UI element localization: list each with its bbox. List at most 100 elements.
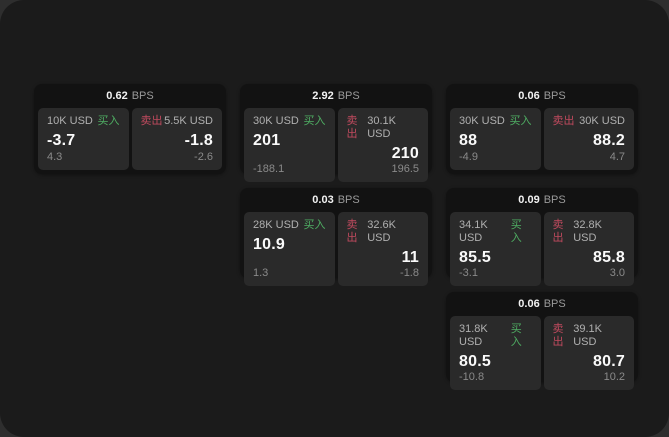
quote-card: 0.09 BPS 34.1K USD 买入 85.5 -3.1 卖出 32.8K… bbox=[446, 188, 638, 286]
buy-value: -3.7 bbox=[47, 132, 76, 149]
buy-amount: 31.8K USD bbox=[459, 323, 488, 348]
buy-amount: 30K USD bbox=[253, 115, 299, 127]
bps-unit: BPS bbox=[337, 194, 360, 206]
bps-header: 2.92 BPS bbox=[240, 84, 432, 108]
quote-cards-grid: 0.62 BPS 10K USD 买入 -3.7 4.3 卖出 5.5K USD bbox=[34, 84, 638, 390]
buy-value: 10.9 bbox=[253, 236, 285, 253]
buy-side-label: 买入 bbox=[510, 219, 522, 244]
buy-value: 88 bbox=[459, 132, 478, 149]
quote-card-body: 34.1K USD 买入 85.5 -3.1 卖出 32.8K USD 85.8… bbox=[446, 212, 638, 290]
buy-pane-top: 28K USD 买入 bbox=[253, 219, 326, 232]
sell-side-label: 卖出 bbox=[346, 115, 358, 140]
buy-pane-top: 31.8K USD 买入 bbox=[459, 323, 532, 349]
sell-side-label: 卖出 bbox=[552, 323, 564, 348]
sell-change: 10.2 bbox=[603, 371, 625, 383]
buy-side-label: 买入 bbox=[97, 115, 120, 127]
quote-card-body: 30K USD 买入 201 -188.1 卖出 30.1K USD 210 1… bbox=[240, 108, 432, 186]
bps-header: 0.06 BPS bbox=[446, 84, 638, 108]
buy-change: -10.8 bbox=[459, 371, 485, 383]
quote-card-body: 31.8K USD 买入 80.5 -10.8 卖出 39.1K USD 80.… bbox=[446, 316, 638, 394]
sell-side-label: 卖出 bbox=[552, 115, 575, 127]
bps-unit: BPS bbox=[543, 298, 566, 310]
buy-pane-top: 30K USD 买入 bbox=[253, 115, 326, 128]
bps-header: 0.09 BPS bbox=[446, 188, 638, 212]
buy-side-label: 买入 bbox=[303, 115, 326, 127]
bps-value: 0.06 bbox=[518, 90, 540, 102]
quote-card: 2.92 BPS 30K USD 买入 201 -188.1 卖出 30.1K … bbox=[240, 84, 432, 182]
sell-pane-top: 卖出 30K USD bbox=[553, 115, 626, 128]
sell-change: -1.8 bbox=[400, 267, 419, 279]
buy-pane-top: 30K USD 买入 bbox=[459, 115, 532, 128]
sell-pane-top: 卖出 5.5K USD bbox=[141, 115, 214, 128]
buy-side-label: 买入 bbox=[303, 219, 326, 231]
buy-change: 4.3 bbox=[47, 151, 63, 163]
sell-amount: 30.1K USD bbox=[367, 115, 396, 140]
sell-value: 88.2 bbox=[593, 132, 625, 149]
sell-amount: 32.6K USD bbox=[367, 219, 396, 244]
sell-pane[interactable]: 卖出 30K USD 88.2 4.7 bbox=[543, 108, 634, 170]
sell-value: 80.7 bbox=[593, 353, 625, 370]
bps-header: 0.03 BPS bbox=[240, 188, 432, 212]
bps-unit: BPS bbox=[131, 90, 154, 102]
buy-value: 80.5 bbox=[459, 353, 491, 370]
sell-pane[interactable]: 卖出 32.6K USD 11 -1.8 bbox=[337, 212, 428, 286]
buy-change: -188.1 bbox=[253, 163, 285, 175]
sell-pane-top: 卖出 39.1K USD bbox=[553, 323, 626, 349]
buy-side-label: 买入 bbox=[510, 323, 522, 348]
sell-value: -1.8 bbox=[184, 132, 213, 149]
quote-card-body: 30K USD 买入 88 -4.9 卖出 30K USD 88.2 4.7 bbox=[446, 108, 638, 174]
sell-amount: 32.8K USD bbox=[573, 219, 602, 244]
buy-amount: 10K USD bbox=[47, 115, 93, 127]
buy-amount: 34.1K USD bbox=[459, 219, 488, 244]
buy-amount: 30K USD bbox=[459, 115, 505, 127]
bps-header: 0.62 BPS bbox=[34, 84, 226, 108]
bps-unit: BPS bbox=[337, 90, 360, 102]
buy-value: 85.5 bbox=[459, 249, 491, 266]
quote-card: 0.62 BPS 10K USD 买入 -3.7 4.3 卖出 5.5K USD bbox=[34, 84, 226, 174]
sell-change: 4.7 bbox=[609, 151, 625, 163]
quote-card-body: 10K USD 买入 -3.7 4.3 卖出 5.5K USD -1.8 -2.… bbox=[34, 108, 226, 174]
bps-unit: BPS bbox=[543, 90, 566, 102]
bps-value: 0.09 bbox=[518, 194, 540, 206]
buy-pane-top: 34.1K USD 买入 bbox=[459, 219, 532, 245]
sell-side-label: 卖出 bbox=[552, 219, 564, 244]
quote-card: 0.06 BPS 31.8K USD 买入 80.5 -10.8 卖出 39.1… bbox=[446, 292, 638, 390]
sell-pane-top: 卖出 32.6K USD bbox=[347, 219, 420, 245]
buy-change: -3.1 bbox=[459, 267, 478, 279]
bps-value: 0.03 bbox=[312, 194, 334, 206]
bps-value: 2.92 bbox=[312, 90, 334, 102]
sell-pane[interactable]: 卖出 5.5K USD -1.8 -2.6 bbox=[131, 108, 222, 170]
buy-pane[interactable]: 10K USD 买入 -3.7 4.3 bbox=[38, 108, 129, 170]
sell-pane[interactable]: 卖出 32.8K USD 85.8 3.0 bbox=[543, 212, 634, 286]
sell-change: -2.6 bbox=[194, 151, 213, 163]
bps-value: 0.06 bbox=[518, 298, 540, 310]
buy-change: -4.9 bbox=[459, 151, 478, 163]
bps-value: 0.62 bbox=[106, 90, 128, 102]
sell-value: 210 bbox=[391, 145, 419, 162]
buy-pane[interactable]: 30K USD 买入 88 -4.9 bbox=[450, 108, 541, 170]
sell-pane[interactable]: 卖出 39.1K USD 80.7 10.2 bbox=[543, 316, 634, 390]
buy-pane[interactable]: 28K USD 买入 10.9 1.3 bbox=[244, 212, 335, 286]
quote-card-body: 28K USD 买入 10.9 1.3 卖出 32.6K USD 11 -1.8 bbox=[240, 212, 432, 290]
quote-card: 0.06 BPS 30K USD 买入 88 -4.9 卖出 30K USD bbox=[446, 84, 638, 174]
sell-pane[interactable]: 卖出 30.1K USD 210 196.5 bbox=[337, 108, 428, 182]
buy-pane[interactable]: 34.1K USD 买入 85.5 -3.1 bbox=[450, 212, 541, 286]
sell-amount: 5.5K USD bbox=[164, 115, 213, 127]
buy-side-label: 买入 bbox=[509, 115, 532, 127]
bps-unit: BPS bbox=[543, 194, 566, 206]
sell-side-label: 卖出 bbox=[140, 115, 163, 127]
sell-change: 196.5 bbox=[391, 163, 419, 175]
buy-change: 1.3 bbox=[253, 267, 269, 279]
buy-pane[interactable]: 30K USD 买入 201 -188.1 bbox=[244, 108, 335, 182]
sell-value: 11 bbox=[401, 249, 419, 266]
sell-change: 3.0 bbox=[609, 267, 625, 279]
bps-header: 0.06 BPS bbox=[446, 292, 638, 316]
sell-value: 85.8 bbox=[593, 249, 625, 266]
buy-amount: 28K USD bbox=[253, 219, 299, 231]
sell-amount: 39.1K USD bbox=[573, 323, 602, 348]
sell-pane-top: 卖出 32.8K USD bbox=[553, 219, 626, 245]
buy-pane[interactable]: 31.8K USD 买入 80.5 -10.8 bbox=[450, 316, 541, 390]
buy-pane-top: 10K USD 买入 bbox=[47, 115, 120, 128]
sell-side-label: 卖出 bbox=[346, 219, 358, 244]
